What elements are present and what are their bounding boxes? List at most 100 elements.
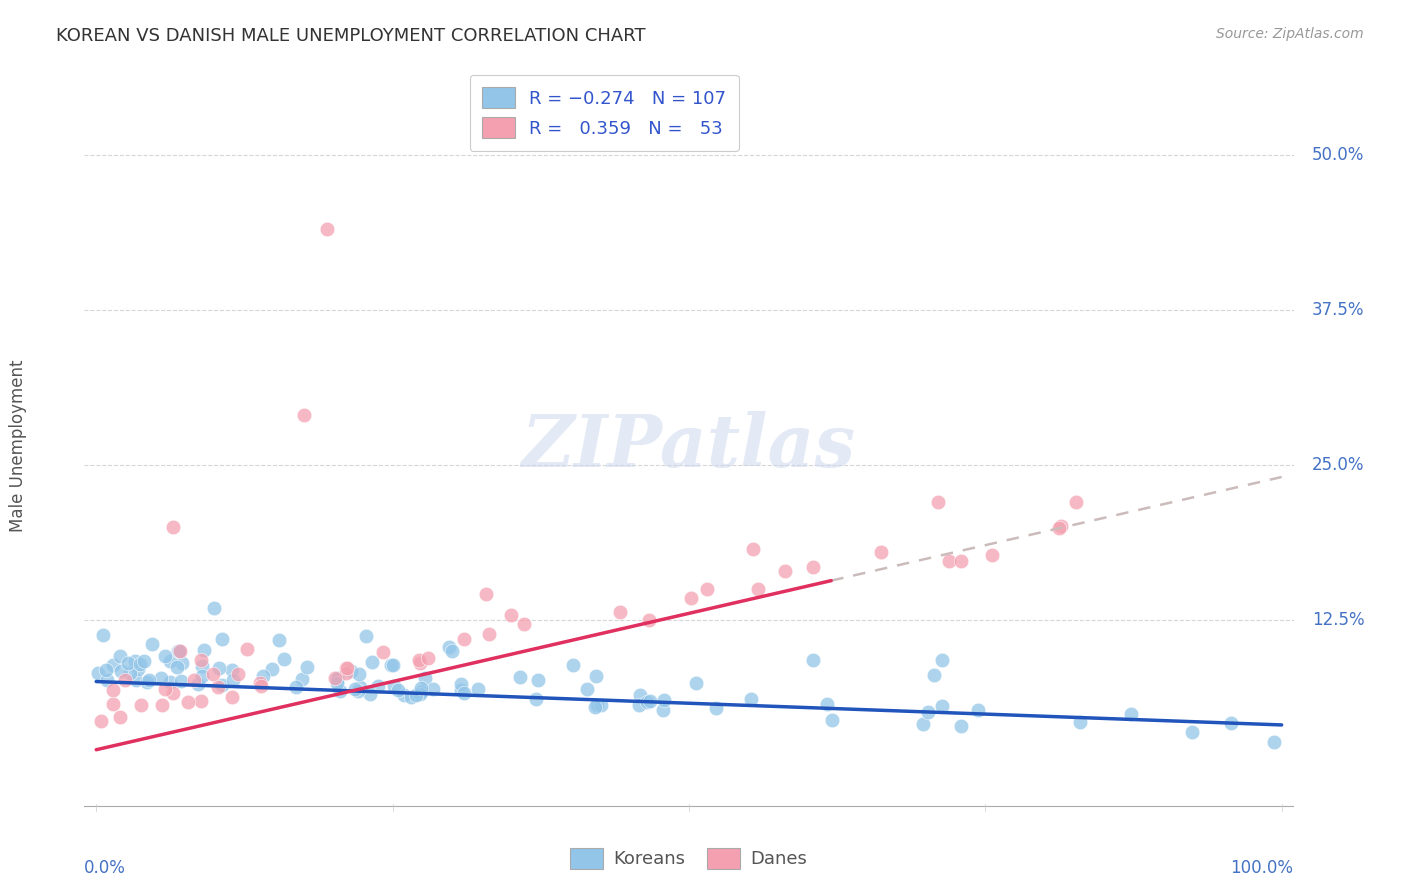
Point [422, 682, 444, 697]
Point [108, 710, 131, 724]
Point [166, 660, 188, 674]
Point [108, 649, 131, 664]
Point [162, 686, 184, 700]
Point [249, 679, 271, 693]
Legend: Koreans, Danes: Koreans, Danes [564, 840, 814, 876]
Point [127, 662, 149, 676]
Point [208, 661, 231, 675]
Point [1220, 716, 1243, 731]
Point [204, 601, 226, 615]
Point [367, 680, 389, 694]
Point [120, 665, 142, 680]
Text: Male Unemployment: Male Unemployment [8, 359, 27, 533]
Point [628, 688, 651, 702]
Point [340, 665, 363, 679]
Point [651, 703, 673, 717]
Point [329, 684, 352, 698]
Point [405, 688, 427, 702]
Point [441, 644, 464, 658]
Point [326, 672, 349, 686]
Point [949, 719, 972, 733]
Text: KOREAN VS DANISH MALE UNEMPLOYMENT CORRELATION CHART: KOREAN VS DANISH MALE UNEMPLOYMENT CORRE… [56, 27, 645, 45]
Point [527, 673, 550, 687]
Point [640, 694, 662, 708]
Point [922, 668, 945, 682]
Point [101, 697, 124, 711]
Point [1069, 714, 1091, 729]
Point [1049, 519, 1071, 533]
Point [87, 666, 110, 681]
Point [1263, 735, 1285, 749]
Point [1064, 495, 1087, 509]
Point [815, 697, 838, 711]
Point [450, 683, 472, 698]
Point [411, 684, 433, 698]
Point [326, 671, 349, 685]
Point [453, 686, 475, 700]
Point [931, 699, 953, 714]
Point [409, 687, 432, 701]
Point [967, 703, 990, 717]
Point [949, 554, 972, 568]
Point [361, 656, 384, 670]
Point [371, 645, 394, 659]
Point [359, 687, 381, 701]
Text: 100.0%: 100.0% [1230, 859, 1294, 877]
Point [561, 657, 583, 672]
Point [295, 660, 318, 674]
Point [91, 628, 114, 642]
Point [938, 554, 960, 568]
Point [124, 654, 146, 668]
Point [114, 673, 136, 688]
Point [166, 644, 188, 658]
Point [211, 678, 233, 692]
Point [1047, 521, 1070, 535]
Point [221, 690, 243, 705]
Point [129, 698, 152, 712]
Point [141, 637, 163, 651]
Text: 12.5%: 12.5% [1312, 610, 1364, 629]
Point [96, 673, 118, 687]
Point [696, 582, 718, 596]
Point [408, 653, 430, 667]
Point [478, 627, 501, 641]
Point [354, 629, 377, 643]
Point [467, 681, 489, 696]
Point [273, 652, 295, 666]
Point [347, 666, 370, 681]
Point [773, 564, 796, 578]
Point [252, 669, 274, 683]
Point [222, 673, 245, 687]
Point [399, 690, 422, 704]
Text: 0.0%: 0.0% [84, 859, 127, 877]
Point [453, 632, 475, 646]
Point [349, 680, 371, 694]
Point [911, 717, 934, 731]
Text: ZIPatlas: ZIPatlas [522, 410, 856, 482]
Point [628, 698, 651, 712]
Point [499, 607, 522, 622]
Point [513, 617, 536, 632]
Point [202, 667, 225, 681]
Point [150, 698, 173, 712]
Point [704, 700, 727, 714]
Point [323, 671, 346, 685]
Point [153, 649, 176, 664]
Point [801, 653, 824, 667]
Point [870, 545, 893, 559]
Point [167, 643, 190, 657]
Point [394, 688, 416, 702]
Point [117, 656, 139, 670]
Point [382, 680, 405, 694]
Point [211, 632, 233, 646]
Point [190, 658, 212, 673]
Point [335, 660, 357, 674]
Point [685, 676, 707, 690]
Point [509, 670, 531, 684]
Point [524, 691, 547, 706]
Point [162, 519, 184, 533]
Text: 37.5%: 37.5% [1312, 301, 1364, 318]
Point [170, 656, 193, 670]
Point [284, 681, 307, 695]
Point [187, 677, 209, 691]
